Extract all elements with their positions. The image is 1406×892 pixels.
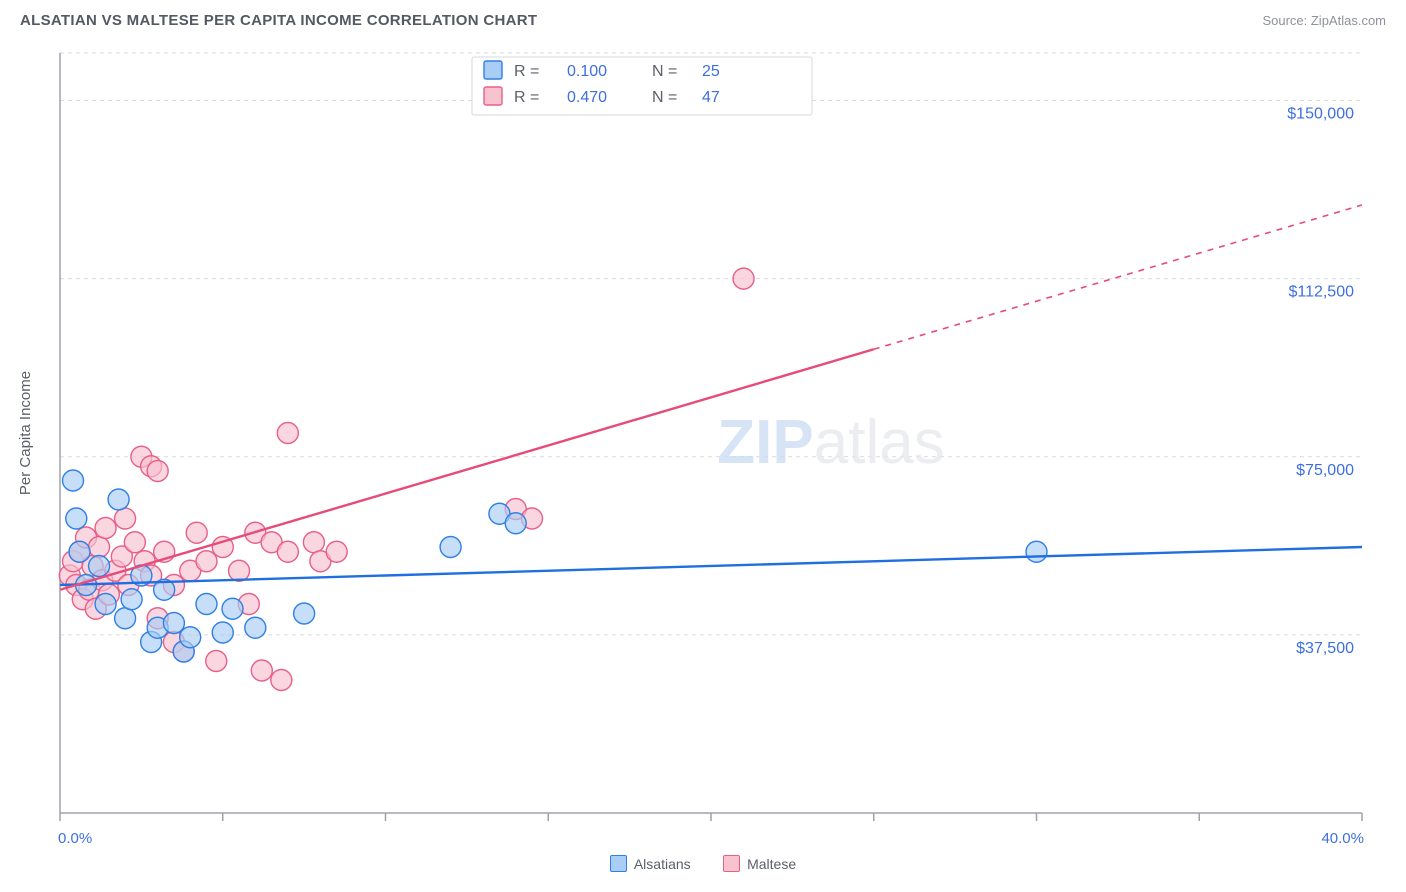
svg-text:$75,000: $75,000 <box>1296 462 1354 479</box>
legend-label: Maltese <box>747 856 796 872</box>
svg-text:0.100: 0.100 <box>567 63 607 80</box>
svg-text:ZIPatlas: ZIPatlas <box>717 408 944 477</box>
svg-text:40.0%: 40.0% <box>1321 830 1364 847</box>
svg-text:N =: N = <box>652 89 677 106</box>
chart-container: $37,500 $75,000 $112,500 $150,000 0.0% 40.0% P… <box>12 33 1394 853</box>
svg-text:$150,000: $150,000 <box>1287 106 1354 123</box>
svg-text:0.0%: 0.0% <box>58 830 92 847</box>
svg-text:0.470: 0.470 <box>567 89 607 106</box>
legend-item-alsatians: Alsatians <box>610 855 691 872</box>
legend-item-maltese: Maltese <box>723 855 796 872</box>
bottom-legend: Alsatians Maltese <box>12 855 1394 877</box>
legend-swatch-alsatians <box>610 855 627 872</box>
legend-label: Alsatians <box>634 856 691 872</box>
scatter-chart: $37,500 $75,000 $112,500 $150,000 0.0% 40.0% P… <box>12 33 1394 853</box>
svg-text:$37,500: $37,500 <box>1296 640 1354 657</box>
source-label: Source: ZipAtlas.com <box>1262 13 1386 28</box>
svg-text:N =: N = <box>652 63 677 80</box>
svg-text:R =: R = <box>514 89 539 106</box>
svg-text:R =: R = <box>514 63 539 80</box>
svg-text:47: 47 <box>702 89 720 106</box>
legend-swatch-maltese <box>723 855 740 872</box>
svg-text:$112,500: $112,500 <box>1288 284 1354 301</box>
svg-text:Per Capita Income: Per Capita Income <box>17 371 34 495</box>
svg-text:25: 25 <box>702 63 720 80</box>
chart-title: ALSATIAN VS MALTESE PER CAPITA INCOME CO… <box>20 12 537 29</box>
